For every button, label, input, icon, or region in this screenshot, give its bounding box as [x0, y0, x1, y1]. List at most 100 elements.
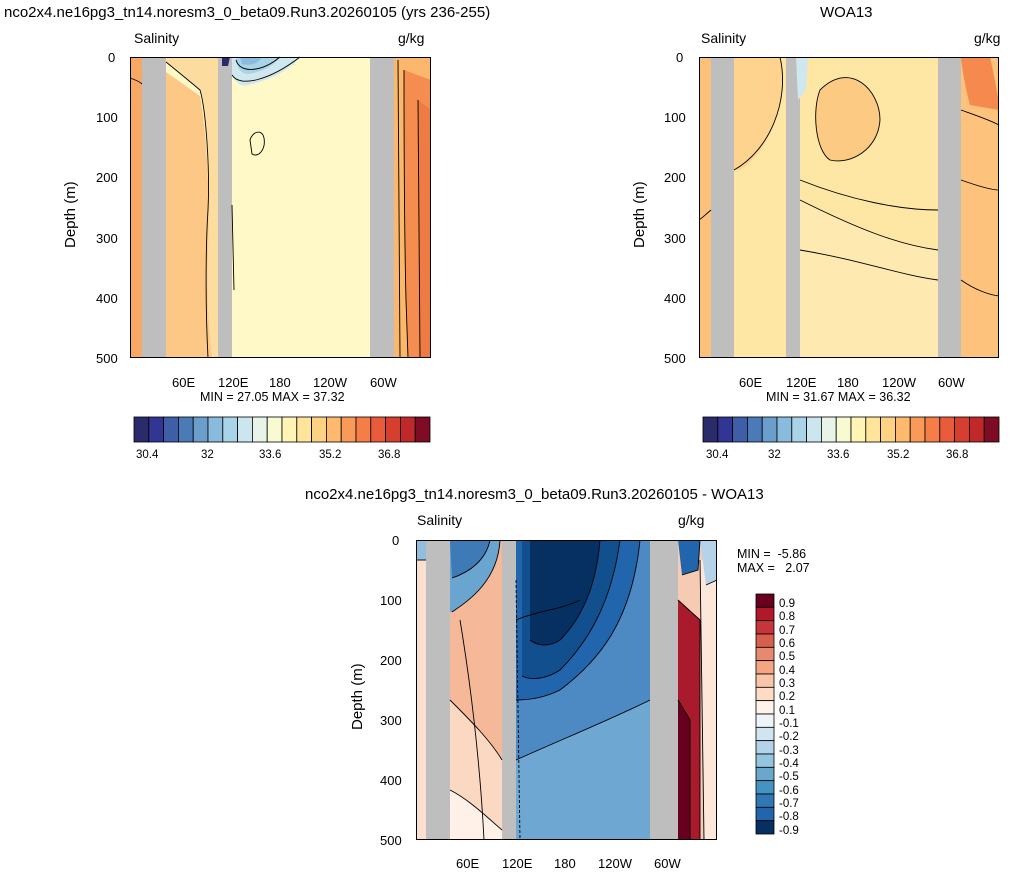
- colorbar-box: [755, 740, 775, 755]
- colorbar-label: 33.6: [259, 449, 282, 461]
- y-tick: 100: [664, 110, 686, 125]
- colorbar-label: -0.9: [779, 824, 799, 837]
- colorbar-label: 35.2: [319, 449, 342, 461]
- left-label: Salinity: [701, 30, 747, 46]
- colorbar-label: 32: [201, 449, 214, 461]
- colorbar-label: 35.2: [887, 449, 910, 461]
- units-label: g/kg: [678, 512, 705, 528]
- x-tick: 120E: [502, 856, 533, 871]
- y-tick: 300: [96, 231, 118, 246]
- y-tick: 0: [108, 50, 116, 65]
- y-tick: 300: [664, 231, 686, 246]
- colorbar-box: [755, 753, 775, 768]
- colorbar-box: [755, 766, 775, 782]
- colorbar-box: [755, 780, 775, 795]
- colorbar-label: 0.2: [779, 691, 795, 704]
- x-tick: 60E: [456, 856, 480, 871]
- colorbar-label: 30.4: [706, 449, 729, 461]
- colorbar-box: [755, 726, 775, 742]
- y-tick: 400: [380, 773, 402, 788]
- max-stat: MAX = 2.07: [737, 561, 810, 575]
- colorbar-label: -0.1: [779, 718, 799, 730]
- colorbar-label: -0.6: [779, 784, 799, 797]
- x-tick: 180: [837, 375, 859, 390]
- colorbar-label: 36.8: [378, 449, 401, 461]
- colorbar-box: [755, 606, 775, 622]
- colorbar-box: [755, 806, 775, 822]
- colorbar-box: [755, 686, 775, 702]
- min-max-stats: MIN = 27.05 MAX = 37.32: [200, 390, 345, 404]
- x-tick: 180: [269, 375, 291, 390]
- chart-title: nco2x4.ne16pg3_tn14.noresm3_0_beta09.Run…: [4, 4, 491, 21]
- x-tick: 120E: [786, 375, 817, 390]
- y-tick: 100: [96, 110, 118, 125]
- colorbar-label: 0.1: [779, 704, 795, 717]
- colorbar-label: 32: [768, 449, 781, 461]
- colorbar-box: [755, 660, 775, 675]
- x-tick: 60W: [654, 856, 681, 871]
- colorbar-label: 0.3: [779, 678, 795, 690]
- colorbar-box: [414, 416, 431, 443]
- x-tick: 60W: [938, 375, 965, 390]
- left-label: Salinity: [134, 30, 180, 46]
- colorbar-label: 0.6: [779, 638, 795, 650]
- units-label: g/kg: [974, 30, 1001, 46]
- y-tick: 0: [392, 533, 400, 548]
- y-tick: 100: [380, 593, 402, 608]
- units-label: g/kg: [398, 30, 425, 46]
- y-tick: 400: [664, 291, 686, 306]
- colorbar-box: [755, 793, 775, 808]
- plot-frame: [416, 540, 717, 840]
- colorbar-label: -0.4: [779, 758, 799, 770]
- x-tick: 120E: [218, 375, 249, 390]
- y-tick: 200: [664, 170, 686, 185]
- colorbar-label: 30.4: [136, 449, 159, 461]
- min-max-stats: MIN = 31.67 MAX = 36.32: [766, 390, 911, 404]
- y-tick: 500: [96, 351, 118, 366]
- x-tick: 60E: [739, 375, 763, 390]
- colorbar-box: [983, 416, 1000, 443]
- colorbar-label: 0.4: [779, 664, 795, 677]
- colorbar-label: -0.3: [779, 744, 799, 757]
- colorbar-label: 0.8: [779, 611, 795, 624]
- x-tick: 120W: [882, 375, 916, 390]
- colorbar-box: [755, 646, 775, 662]
- colorbar-label: 33.6: [827, 449, 850, 461]
- chart-title: nco2x4.ne16pg3_tn14.noresm3_0_beta09.Run…: [305, 486, 764, 503]
- y-tick: 0: [676, 50, 684, 65]
- colorbar-label: -0.5: [779, 771, 799, 784]
- colorbar-label: 0.5: [779, 651, 795, 664]
- plot-frame: [130, 57, 431, 358]
- chart-title: WOA13: [820, 4, 873, 21]
- x-tick: 60W: [370, 375, 397, 390]
- colorbar-label: -0.2: [779, 731, 799, 744]
- x-tick: 180: [554, 856, 576, 871]
- colorbar-label: 36.8: [946, 449, 969, 461]
- y-tick: 500: [664, 351, 686, 366]
- colorbar-box: [755, 820, 775, 835]
- colorbar-box: [755, 633, 775, 648]
- x-tick: 120W: [598, 856, 632, 871]
- y-tick: 200: [380, 653, 402, 668]
- left-label: Salinity: [417, 512, 463, 528]
- colorbar-box: [755, 700, 775, 715]
- colorbar-label: -0.7: [779, 798, 799, 810]
- y-tick: 500: [380, 833, 402, 848]
- y-tick: 300: [380, 713, 402, 728]
- colorbar-label: 0.7: [779, 624, 795, 637]
- colorbar-box: [755, 673, 775, 688]
- colorbar-label: -0.8: [779, 811, 799, 824]
- colorbar-box: [755, 620, 775, 635]
- min-stat: MIN = -5.86: [737, 547, 807, 561]
- y-tick: 400: [96, 291, 118, 306]
- x-tick: 60E: [172, 375, 196, 390]
- y-tick: 200: [96, 170, 118, 185]
- colorbar-box: [755, 713, 775, 728]
- colorbar-box: [755, 593, 775, 608]
